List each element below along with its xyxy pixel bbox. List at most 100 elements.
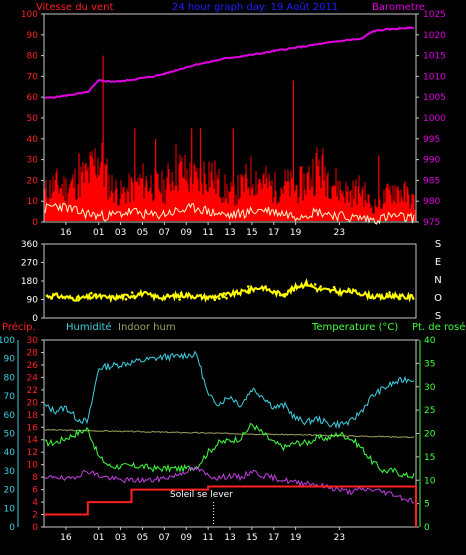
wind-direction-point [313,283,317,286]
barometer-axis-label: Barometre [372,2,425,13]
temperature-tick-label: 35 [424,359,435,369]
wind-direction-point [388,293,392,297]
wind-direction-point [398,297,402,300]
wind-direction-point [178,298,181,301]
humidity-legend-label: Humidité [66,321,112,333]
wind-x-tick-label: 11 [202,228,213,238]
wind-direction-point [385,292,389,296]
wind-direction-point [52,293,56,297]
wind-direction-point [283,293,286,296]
wind-speed-tick-label: 10 [27,197,39,207]
wind-direction-point [94,293,98,297]
barometer-line [44,26,415,100]
barometer-tick-label: 1020 [423,31,446,41]
precip-step-line [44,485,417,527]
humidity-x-tick-label: 03 [115,533,126,543]
wind-x-tick-label: 17 [268,228,279,238]
compass-letter: N [434,275,441,286]
temperature-tick-label: 40 [424,336,436,346]
wind-direction-point [179,291,183,295]
wind-direction-point [77,299,80,302]
humidity-x-tick-label: 05 [137,533,148,543]
wind-x-tick-label: 07 [159,228,170,238]
humidity-x-tick-label: 15 [246,533,257,543]
temperature-tick-label: 15 [424,453,435,463]
wind-x-tick-label: 03 [115,228,126,238]
precip-tick-label: 26 [27,361,39,371]
temperature-tick-label: 30 [424,383,436,393]
indoor-hum-legend-label: Indoor hum [118,322,176,333]
humidity-tick-label: 60 [4,411,16,421]
humidity-tick-label: 0 [9,523,15,533]
compass-letter: S [435,239,441,250]
humidity-x-tick-label: 19 [290,533,302,543]
wind-x-tick-label: 19 [290,228,302,238]
humidity-tick-label: 50 [4,430,16,440]
wind-speed-tick-label: 100 [21,10,38,20]
wind-speed-tick-label: 90 [27,31,39,41]
wind-speed-axis-label: Vitesse du vent [36,2,113,13]
humidity-x-tick-label: 13 [224,533,235,543]
direction-tick-label: 180 [21,277,38,287]
humidity-tick-label: 10 [4,504,16,514]
precip-tick-label: 24 [27,373,39,383]
wind-x-tick-label: 23 [334,228,345,238]
indoor-humidity-line [44,428,415,438]
wind-direction-point [247,285,250,288]
humidity-tick-label: 30 [4,467,16,477]
humidity-tick-label: 80 [4,373,16,383]
wind-speed-tick-label: 30 [27,156,39,166]
barometer-tick-label: 980 [423,197,440,207]
precip-tick-label: 0 [32,523,38,533]
wind-x-tick-label: 13 [224,228,235,238]
wind-speed-tick-label: 40 [27,135,39,145]
precip-tick-label: 16 [27,423,39,433]
wind-direction-point [124,297,128,301]
humidity-x-tick-label: 01 [93,533,104,543]
compass-letter: O [434,293,442,304]
wind-x-tick-label: 15 [246,228,257,238]
precip-tick-label: 20 [27,398,39,408]
wind-direction-point [218,297,221,300]
wind-speed-tick-label: 0 [32,218,38,228]
wind-direction-point [278,293,282,297]
temperature-line [44,422,415,479]
precip-tick-label: 14 [27,436,39,446]
temperature-tick-label: 25 [424,406,435,416]
barometer-tick-label: 985 [423,176,440,186]
humidity-line [44,350,415,429]
wind-direction-point [348,289,352,292]
precip-axis-label: Précip. [2,321,36,333]
wind-speed-tick-label: 20 [27,176,39,186]
wind-speed-tick-label: 60 [27,93,39,103]
wind-x-tick-label: 16 [60,228,72,238]
wind-direction-point [130,291,134,294]
precip-tick-label: 18 [27,411,39,421]
wind-average-line [44,202,415,225]
wind-direction-point [213,298,217,302]
precip-tick-label: 8 [32,473,38,483]
barometer-tick-label: 1025 [423,10,446,20]
humidity-tick-label: 70 [4,392,16,402]
humidity-tick-label: 20 [4,486,16,496]
wind-x-tick-label: 05 [137,228,148,238]
temperature-tick-label: 10 [424,476,436,486]
wind-barometer-panel: 0102030405060708090100975980985990995100… [21,10,446,238]
sunrise-annotation: Soleil se lever [170,490,233,500]
humidity-x-tick-label: 16 [60,533,72,543]
wind-x-tick-label: 09 [181,228,193,238]
wind-direction-point [225,297,228,300]
wind-direction-point [50,297,53,300]
wind-direction-point [90,291,93,295]
wind-direction-point [388,291,391,294]
wind-direction-point [121,294,124,297]
direction-tick-label: 270 [21,259,38,269]
wind-direction-point [223,295,226,299]
wind-speed-tick-label: 50 [27,114,39,124]
barometer-tick-label: 975 [423,218,440,228]
temperature-tick-label: 0 [424,523,430,533]
wind-direction-point [247,291,250,295]
precip-tick-label: 10 [27,461,39,471]
precip-tick-label: 6 [32,486,38,496]
